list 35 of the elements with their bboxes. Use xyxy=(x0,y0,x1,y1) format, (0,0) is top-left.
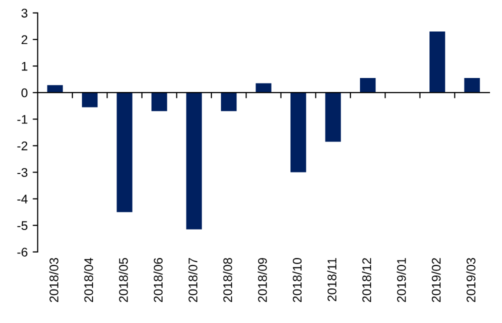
bar xyxy=(47,85,63,93)
y-tick-label: -3 xyxy=(17,168,28,177)
bar xyxy=(151,92,168,112)
bar xyxy=(186,92,202,230)
bar xyxy=(256,83,272,93)
x-tick-label: 2018/11 xyxy=(327,258,336,302)
bar xyxy=(325,92,341,142)
bar xyxy=(360,78,376,93)
bar xyxy=(220,92,237,112)
y-tick-label: 1 xyxy=(22,62,28,71)
y-tick-label: -5 xyxy=(17,221,28,230)
x-tick-label: 2019/03 xyxy=(466,258,476,302)
y-tick-label: 3 xyxy=(21,8,28,18)
x-tick-label: 2018/07 xyxy=(188,258,198,302)
bar xyxy=(430,32,446,93)
y-tick-label: -6 xyxy=(17,248,28,257)
bar xyxy=(116,92,132,212)
x-tick-label: 2018/06 xyxy=(153,258,163,302)
bar xyxy=(464,78,480,93)
x-tick-label: 2018/03 xyxy=(49,258,58,302)
x-tick-label: 2018/12 xyxy=(362,258,372,302)
y-tick-label: 0 xyxy=(21,88,28,98)
x-tick-label: 2019/01 xyxy=(396,258,406,302)
x-tick-label: 2019/02 xyxy=(431,258,441,302)
y-tick-label: 2 xyxy=(22,35,28,44)
bar xyxy=(82,92,98,108)
bar xyxy=(290,92,306,172)
y-tick-label: -4 xyxy=(17,194,28,204)
x-tick-label: 2018/08 xyxy=(222,258,232,302)
x-tick-label: 2018/09 xyxy=(258,258,267,302)
x-tick-label: 2018/10 xyxy=(292,258,302,302)
x-tick-label: 2018/05 xyxy=(118,258,128,302)
x-tick-label: 2018/04 xyxy=(84,258,94,302)
y-tick-label: -1 xyxy=(17,115,28,124)
y-tick-label: -2 xyxy=(17,142,28,150)
